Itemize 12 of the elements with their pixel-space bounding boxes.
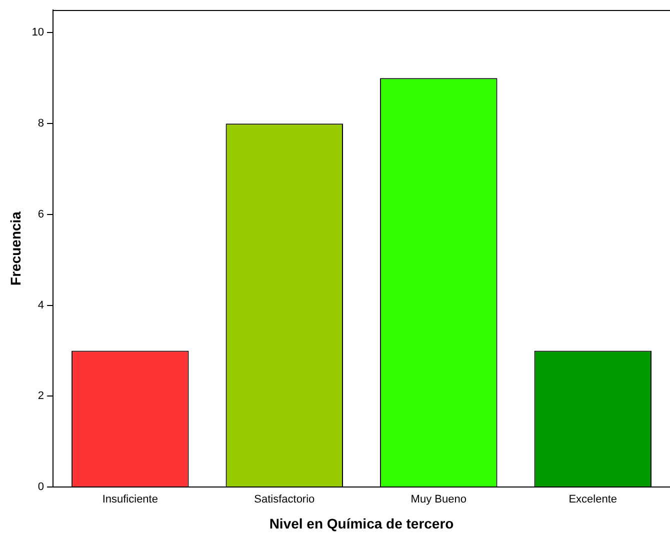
y-tick-label: 6 [38,208,44,220]
x-tick-label: Insuficiente [102,494,158,506]
x-tick-label: Muy Bueno [410,494,466,506]
x-tick-label: Excelente [568,494,618,506]
x-axis-title: Nivel en Química de tercero [269,515,454,532]
y-tick-label: 10 [32,26,44,39]
y-axis-title: Frecuencia [7,211,24,286]
y-tick-label: 2 [38,390,44,402]
y-tick-label: 8 [38,118,44,130]
y-tick-label: 0 [38,481,44,494]
y-tick-label: 4 [38,299,44,312]
x-tick-label: Satisfactorio [254,494,315,506]
